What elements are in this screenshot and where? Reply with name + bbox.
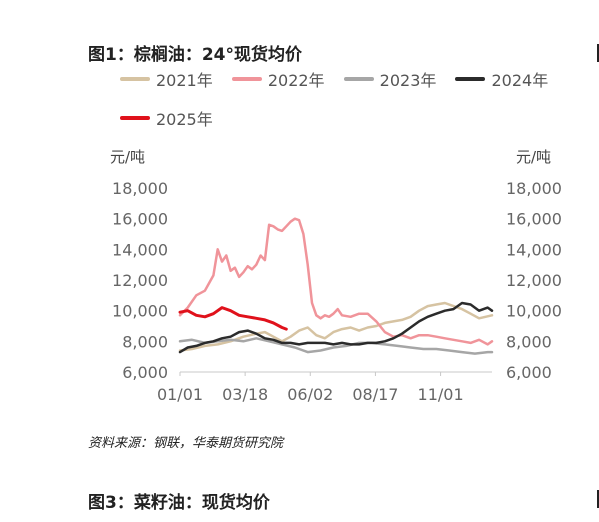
x-tick-label: 06/02 <box>287 385 333 404</box>
y-tick-label-right: 10,000 <box>506 302 562 321</box>
legend-item-2021: 2021年 <box>120 67 213 91</box>
next-column-edge-2 <box>597 490 599 508</box>
legend-label-2022: 2022年 <box>267 71 325 90</box>
legend-item-2025: 2025年 <box>120 106 213 130</box>
line-chart: 6,000 6,000 8,000 8,000 10,000 10,000 12,000 12… <box>112 179 562 404</box>
left-axis-unit: 元/吨 <box>110 148 146 166</box>
chart-legend: 2021年 2022年 2023年 2024年 2025年 <box>120 66 580 130</box>
series-line-2025 <box>178 306 288 331</box>
y-tick-label-right: 18,000 <box>506 179 562 198</box>
y-tick-label-right: 14,000 <box>506 240 562 259</box>
series-line-2021 <box>178 301 494 352</box>
chart-title-3: 图3：菜籽油：现货均价 <box>88 493 270 513</box>
y-tick-label-right: 12,000 <box>506 271 562 290</box>
series-line-2022 <box>178 217 494 346</box>
legend-swatch-2024 <box>455 77 486 81</box>
x-tick-label: 08/17 <box>352 385 398 404</box>
y-tick-label-right: 6,000 <box>506 363 552 382</box>
legend-item-2022: 2022年 <box>231 67 325 91</box>
legend-label-2021: 2021年 <box>156 71 213 90</box>
legend-item-2023: 2023年 <box>343 67 437 91</box>
y-tick-label-left: 6,000 <box>122 363 168 382</box>
y-tick-label-left: 14,000 <box>112 240 168 259</box>
x-tick-label: 01/01 <box>157 385 203 404</box>
x-tick-label: 03/18 <box>222 385 268 404</box>
right-axis-unit: 元/吨 <box>516 148 552 166</box>
chart-title: 图1：棕榈油：24°现货均价 <box>88 45 302 65</box>
y-tick-label-left: 18,000 <box>112 179 168 198</box>
next-column-edge <box>597 44 599 62</box>
legend-swatch-2022 <box>231 77 262 81</box>
y-tick-label-left: 16,000 <box>112 210 168 229</box>
y-tick-label-right: 16,000 <box>506 210 562 229</box>
x-tick-label: 11/01 <box>418 385 464 404</box>
y-tick-label-left: 12,000 <box>112 271 168 290</box>
legend-swatch-2023 <box>343 77 374 81</box>
y-tick-label-left: 8,000 <box>122 332 168 351</box>
y-tick-label-right: 8,000 <box>506 332 552 351</box>
legend-label-2024: 2024年 <box>491 71 549 90</box>
legend-label-2025: 2025年 <box>156 110 213 129</box>
legend-swatch-2021 <box>120 77 150 81</box>
series-line-2024 <box>178 301 494 354</box>
legend-swatch-2025 <box>120 116 150 120</box>
series-line-2023 <box>178 337 494 355</box>
legend-label-2023: 2023年 <box>379 71 437 90</box>
legend-item-2024: 2024年 <box>455 67 548 91</box>
source-note: 资料来源：钢联，华泰期货研究院 <box>88 436 284 451</box>
chart-legend-3-clipped <box>120 512 580 522</box>
y-tick-label-left: 10,000 <box>112 302 168 321</box>
